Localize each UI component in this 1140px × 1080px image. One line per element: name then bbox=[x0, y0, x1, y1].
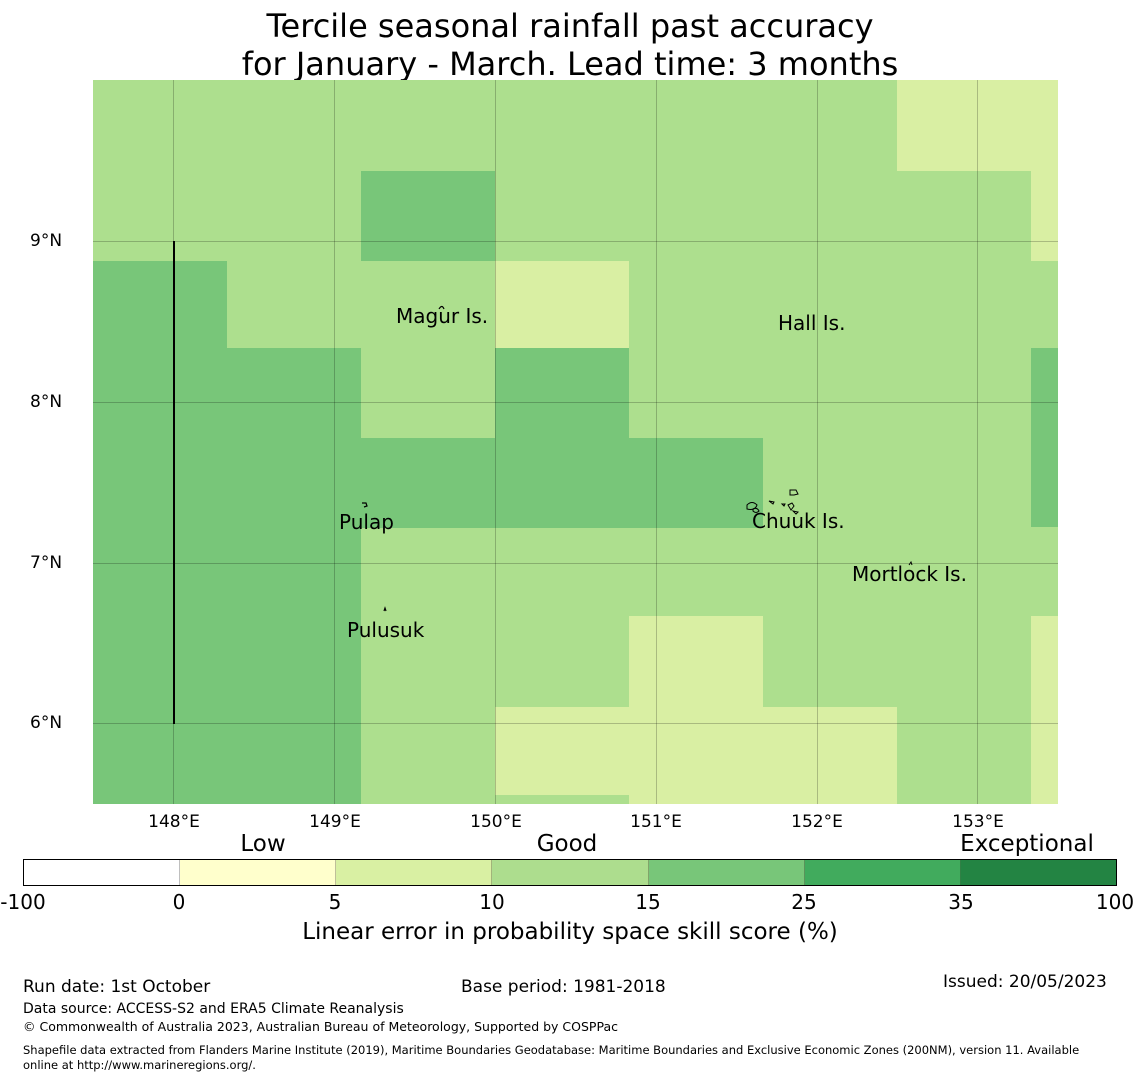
skill-cell bbox=[629, 438, 763, 528]
skill-cell bbox=[227, 348, 361, 804]
gridline-153e bbox=[977, 80, 978, 804]
skill-cell bbox=[629, 616, 763, 804]
skill-cell bbox=[1031, 80, 1058, 261]
place-label-chuuk: Chuuk Is. bbox=[752, 509, 845, 533]
gridline-6n bbox=[93, 723, 1058, 724]
colorbar-tick: 100 bbox=[1095, 890, 1135, 914]
skill-cell bbox=[495, 261, 629, 348]
category-low: Low bbox=[240, 831, 286, 857]
x-tick-label: 153°E bbox=[952, 812, 1004, 832]
base-period: Base period: 1981-2018 bbox=[461, 977, 666, 997]
pulap-island-shape bbox=[362, 502, 368, 508]
colorbar-tick: 0 bbox=[172, 890, 186, 914]
place-label-pulusuk: Pulusuk bbox=[347, 618, 425, 642]
shapefile-credit-line-1: Shapefile data extracted from Flanders M… bbox=[23, 1043, 1080, 1057]
category-exceptional: Exceptional bbox=[960, 831, 1094, 857]
y-tick-label: 7°N bbox=[30, 553, 63, 573]
y-tick-label: 9°N bbox=[30, 231, 63, 251]
colorbar-segment bbox=[648, 860, 805, 885]
x-tick-label: 150°E bbox=[470, 812, 522, 832]
magur-island-shape bbox=[438, 305, 445, 310]
gridline-151e bbox=[656, 80, 657, 804]
skill-cell bbox=[763, 707, 897, 804]
colorbar-segment bbox=[804, 860, 961, 885]
colorbar-segment bbox=[180, 860, 337, 885]
copyright: © Commonwealth of Australia 2023, Austra… bbox=[23, 1019, 618, 1034]
place-label-hall: Hall Is. bbox=[778, 311, 846, 335]
skill-map bbox=[93, 80, 1058, 804]
y-tick-label: 8°N bbox=[30, 392, 63, 412]
x-tick-label: 151°E bbox=[630, 812, 682, 832]
colorbar-tick: 10 bbox=[479, 890, 505, 914]
run-date: Run date: 1st October bbox=[23, 977, 211, 997]
skill-cell bbox=[495, 348, 629, 528]
skill-cell bbox=[1031, 616, 1058, 804]
colorbar-tick: 5 bbox=[328, 890, 342, 914]
gridline-152e bbox=[817, 80, 818, 804]
colorbar-tick: 25 bbox=[791, 890, 817, 914]
mortlock-island-shape bbox=[908, 560, 913, 566]
category-good: Good bbox=[536, 831, 598, 857]
x-tick-label: 149°E bbox=[309, 812, 361, 832]
x-tick-label: 152°E bbox=[791, 812, 843, 832]
place-label-mortlock: Mortlock Is. bbox=[852, 562, 967, 586]
gridline-7n bbox=[93, 563, 1058, 564]
data-source: Data source: ACCESS-S2 and ERA5 Climate … bbox=[23, 1001, 404, 1017]
x-tick-label: 148°E bbox=[148, 812, 200, 832]
chart-title-line-2: for January - March. Lead time: 3 months bbox=[241, 45, 899, 83]
colorbar-segment bbox=[336, 860, 493, 885]
colorbar-tick: 15 bbox=[635, 890, 661, 914]
colorbar-tick: 35 bbox=[948, 890, 974, 914]
place-label-magur: Magur Is. bbox=[396, 304, 489, 328]
chart-title-line-1: Tercile seasonal rainfall past accuracy bbox=[266, 7, 874, 45]
skill-cell bbox=[361, 171, 495, 261]
shapefile-credit-line-2: online at http://www.marineregions.org/. bbox=[23, 1058, 256, 1072]
gridline-9n bbox=[93, 241, 1058, 242]
colorbar-segment bbox=[960, 860, 1116, 885]
colorbar-label: Linear error in probability space skill … bbox=[302, 919, 838, 945]
chuuk-islands-shape bbox=[746, 489, 800, 515]
gridline-8n bbox=[93, 402, 1058, 403]
skill-cell bbox=[93, 261, 227, 804]
skill-cell bbox=[495, 707, 629, 804]
y-tick-label: 6°N bbox=[30, 713, 63, 733]
skill-cell bbox=[495, 795, 629, 804]
skill-cell bbox=[1031, 348, 1058, 527]
gridline-150e bbox=[495, 80, 496, 804]
colorbar-segment bbox=[492, 860, 649, 885]
colorbar bbox=[23, 859, 1117, 886]
boundary-and-islands bbox=[173, 241, 913, 724]
pulusuk-island-shape bbox=[383, 606, 387, 612]
gridline-149e bbox=[334, 80, 335, 804]
issued-date: Issued: 20/05/2023 bbox=[943, 972, 1107, 992]
skill-cell bbox=[361, 438, 495, 528]
colorbar-tick: -100 bbox=[0, 890, 46, 914]
place-label-pulap: Pulap bbox=[339, 510, 394, 534]
colorbar-segment bbox=[24, 860, 181, 885]
